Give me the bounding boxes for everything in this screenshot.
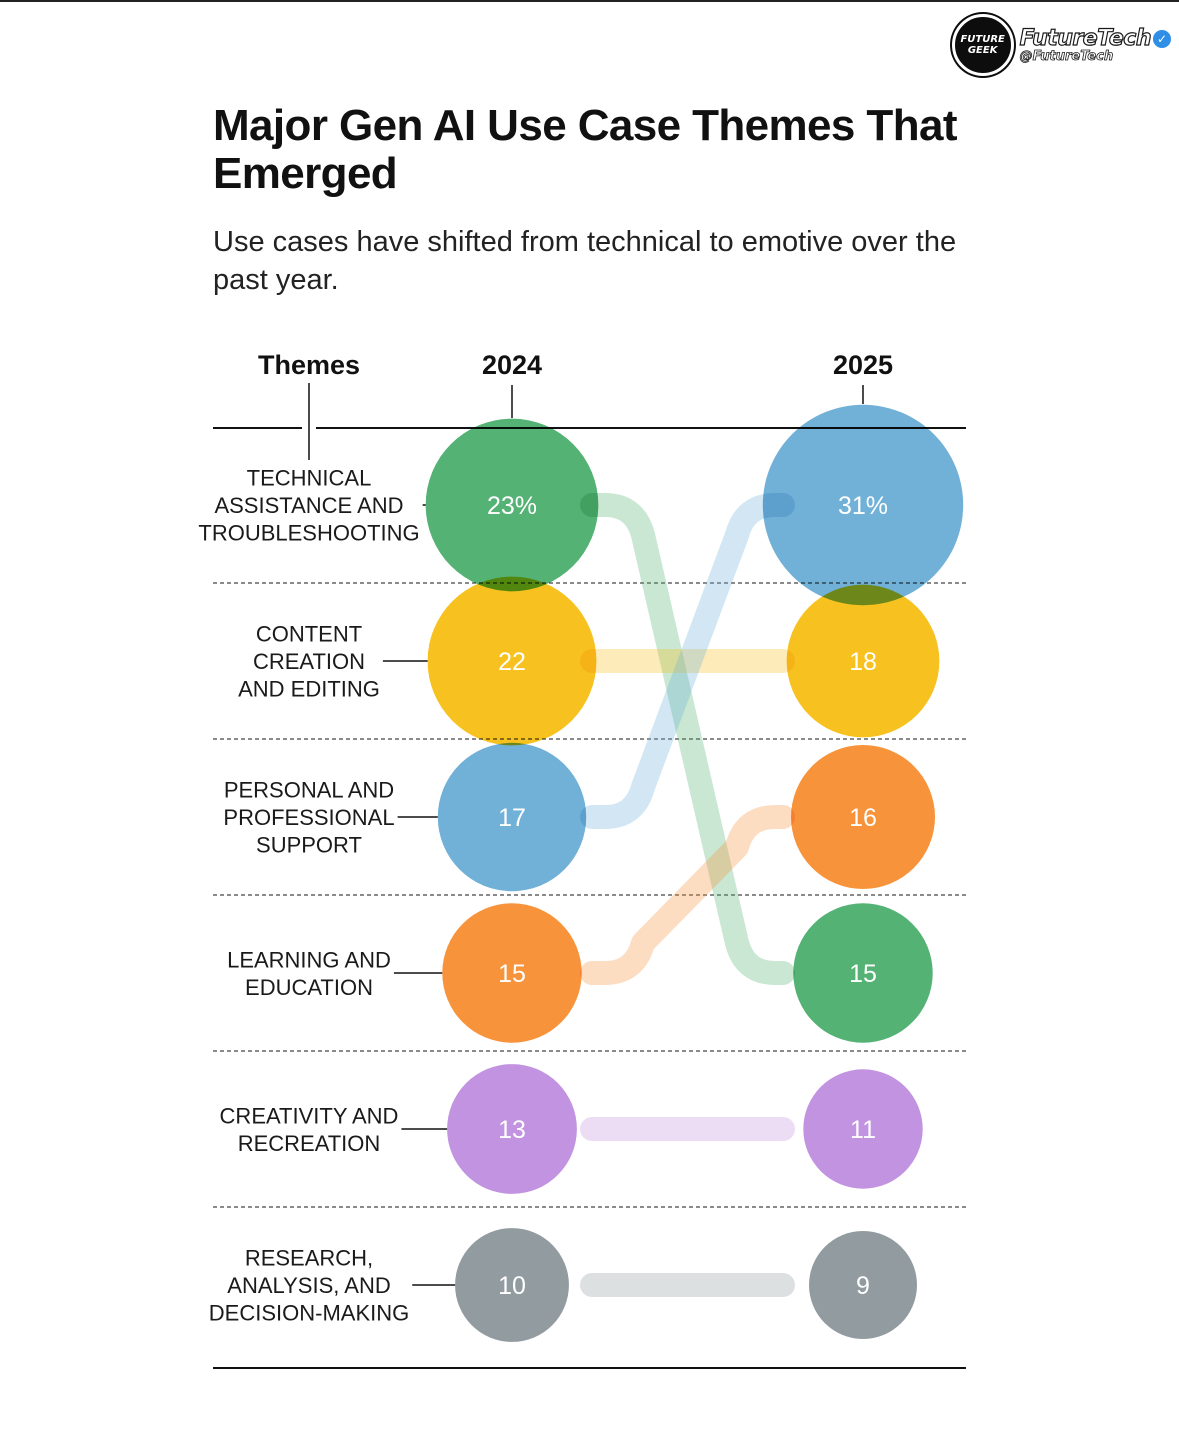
value-label-2024: 17: [498, 804, 526, 832]
column-header-themes: Themes: [258, 350, 360, 380]
bubble-2025-2: [786, 584, 940, 738]
theme-label-line: PERSONAL AND: [224, 778, 394, 803]
brand-text: FutureTech ✓ @FutureTech: [1019, 25, 1171, 65]
chart-title: Major Gen AI Use Case Themes That Emerge…: [213, 101, 958, 198]
value-label-2024: 23%: [487, 492, 537, 520]
value-label-2024: 15: [498, 960, 526, 988]
brand-logo: FUTURE GEEK: [951, 14, 1014, 76]
bubble-2024-2: [427, 576, 597, 746]
theme-label-line: PROFESSIONAL: [223, 805, 394, 830]
theme-label-line: RECREATION: [238, 1131, 381, 1156]
bubble-2025-1: [793, 903, 933, 1043]
brand-name-row: FutureTech ✓: [1019, 25, 1171, 52]
theme-label-line: LEARNING AND: [227, 947, 391, 972]
brand-name: FutureTech: [1019, 25, 1152, 51]
value-label-2025: 9: [856, 1272, 870, 1300]
connector-4: [580, 805, 795, 985]
theme-label-line: DECISION-MAKING: [209, 1301, 409, 1326]
theme-label-line: ANALYSIS, AND: [227, 1273, 390, 1298]
head-layer: Themes 2024 2025: [258, 350, 893, 380]
bubble-2024-3: [437, 742, 587, 892]
value-label-2025: 16: [849, 804, 877, 832]
bubble-2025-6: [809, 1231, 917, 1339]
bubble-layer: [425, 404, 964, 1342]
value-label-2025: 11: [850, 1116, 876, 1144]
theme-label-line: TECHNICAL: [247, 466, 372, 491]
bubble-2025-3: [762, 404, 964, 606]
connector-1: [580, 493, 795, 985]
bubble-2024-1: [425, 418, 599, 592]
brand-watermark: FUTURE GEEK FutureTech ✓ @FutureTech: [951, 14, 1171, 76]
connector-layer: [580, 493, 795, 1297]
theme-label-line: CREATION: [253, 649, 365, 674]
theme-label-line: EDUCATION: [245, 975, 373, 1000]
value-label-2024: 13: [498, 1116, 526, 1144]
chart-subtitle: Use cases have shifted from technical to…: [213, 226, 957, 296]
theme-label-line: TROUBLESHOOTING: [198, 521, 419, 546]
theme-label-line: RESEARCH,: [245, 1246, 373, 1271]
brand-handle: @FutureTech: [1019, 49, 1114, 65]
value-label-2025: 31%: [838, 492, 888, 520]
bubble-2025-4: [791, 745, 935, 889]
bubble-2024-6: [455, 1228, 569, 1342]
bubble-2024-5: [447, 1064, 577, 1194]
theme-label-line: CONTENT: [256, 622, 362, 647]
theme-label-line: SUPPORT: [256, 833, 362, 858]
value-label-2024: 22: [498, 648, 526, 676]
bubble-2024-4: [442, 903, 582, 1043]
value-label-2024: 10: [498, 1272, 526, 1300]
top-border: [0, 0, 1179, 2]
bubble-2025-5: [803, 1069, 923, 1189]
theme-label-line: ASSISTANCE AND: [214, 493, 403, 518]
theme-label-line: CREATIVITY AND: [220, 1103, 399, 1128]
connector-3: [580, 493, 795, 829]
value-label-2025: 18: [849, 648, 877, 676]
column-header-2025: 2025: [833, 350, 893, 380]
column-header-2024: 2024: [482, 350, 542, 380]
check-badge-icon: ✓: [1153, 29, 1171, 48]
value-label-2025: 15: [849, 960, 877, 988]
theme-label-line: AND EDITING: [238, 677, 380, 702]
